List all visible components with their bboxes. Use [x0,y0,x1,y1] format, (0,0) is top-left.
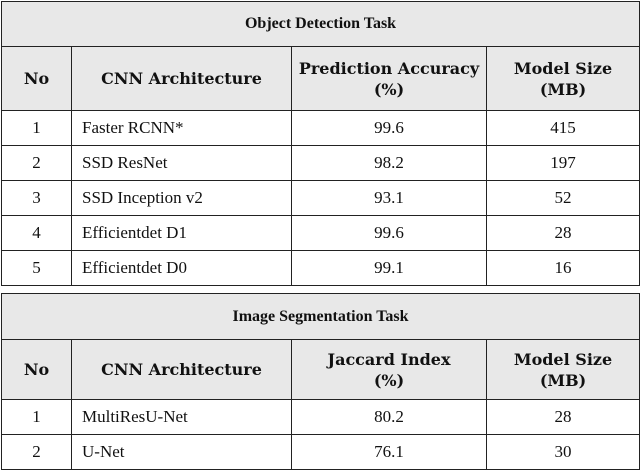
header-text: Prediction Accuracy [298,58,480,78]
cell-no: 3 [1,180,72,216]
cell-metric: 99.6 [291,110,487,146]
header-text: Model Size [513,349,613,369]
cell-no: 2 [1,145,72,181]
table-row: 1 Faster RCNN* 99.6 415 [1,110,640,146]
table-row: 2 SSD ResNet 98.2 197 [1,145,640,181]
header-no: No [1,46,72,111]
header-unit: (MB) [539,79,587,99]
header-accuracy: Prediction Accuracy (%) [291,46,487,111]
cell-no: 4 [1,215,72,251]
table-row: 5 Efficientdet D0 99.1 16 [1,250,640,286]
table-row: 1 MultiResU-Net 80.2 28 [1,399,640,435]
header-text: Model Size [513,58,613,78]
cell-no: 5 [1,250,72,286]
cell-architecture: Efficientdet D1 [71,215,292,251]
header-unit: (MB) [539,370,587,390]
cell-no: 2 [1,434,72,470]
cell-no: 1 [1,399,72,435]
table-row: 4 Efficientdet D1 99.6 28 [1,215,640,251]
cell-architecture: SSD ResNet [71,145,292,181]
table-title: Image Segmentation Task [0,293,640,340]
cell-architecture: Faster RCNN* [71,110,292,146]
header-architecture: CNN Architecture [71,46,292,111]
cell-no: 1 [1,110,72,146]
cell-model-size: 16 [485,250,640,286]
cell-model-size: 30 [485,434,640,470]
header-text: Jaccard Index [327,349,451,369]
cell-architecture: MultiResU-Net [71,399,292,435]
header-architecture: CNN Architecture [71,339,292,400]
image-segmentation-table: Image Segmentation Task No CNN Architect… [0,293,640,470]
cell-model-size: 52 [485,180,640,216]
cell-metric: 98.2 [291,145,487,181]
cell-architecture: Efficientdet D0 [71,250,292,286]
cell-metric: 99.1 [291,250,487,286]
cell-metric: 76.1 [291,434,487,470]
header-model-size: Model Size (MB) [485,339,640,400]
cell-architecture: U-Net [71,434,292,470]
cell-model-size: 197 [485,145,640,181]
header-no: No [1,339,72,400]
header-unit: (%) [373,79,405,99]
cell-metric: 99.6 [291,215,487,251]
cell-model-size: 28 [485,215,640,251]
table-row: 2 U-Net 76.1 30 [1,434,640,470]
header-unit: (%) [373,370,405,390]
cell-model-size: 415 [485,110,640,146]
header-model-size: Model Size (MB) [485,46,640,111]
table-title: Object Detection Task [0,1,640,47]
cell-metric: 93.1 [291,180,487,216]
header-jaccard: Jaccard Index (%) [291,339,487,400]
object-detection-table: Object Detection Task No CNN Architectur… [0,1,640,286]
cell-architecture: SSD Inception v2 [71,180,292,216]
cell-metric: 80.2 [291,399,487,435]
cell-model-size: 28 [485,399,640,435]
table-row: 3 SSD Inception v2 93.1 52 [1,180,640,216]
